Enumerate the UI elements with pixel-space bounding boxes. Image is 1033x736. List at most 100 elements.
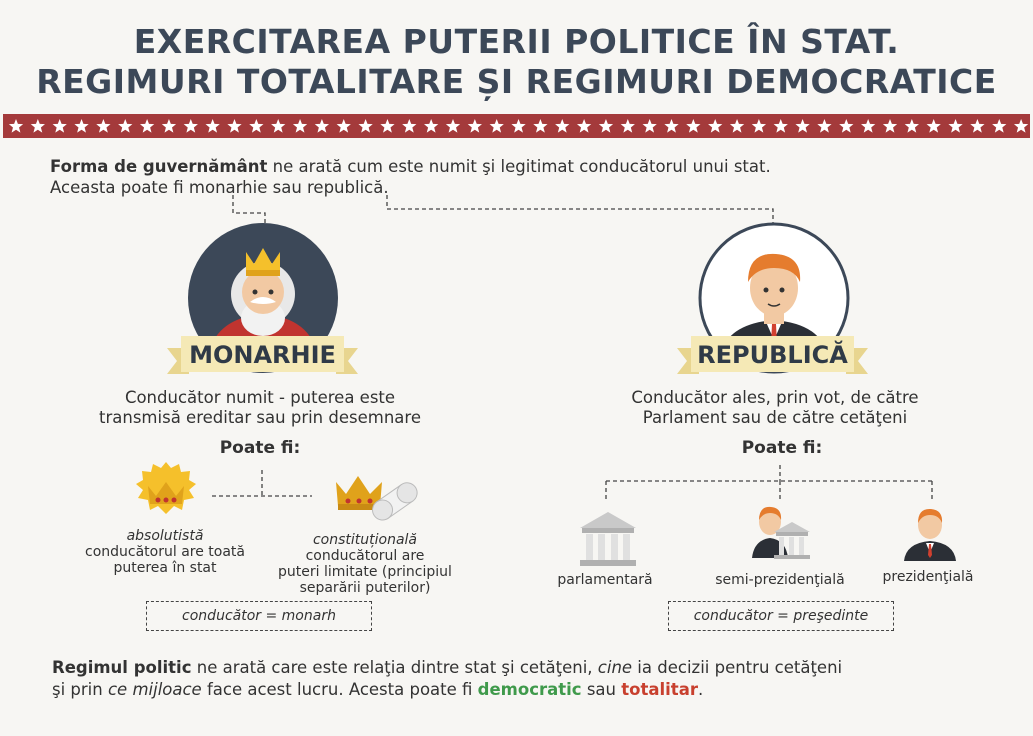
constitutional-line1: conducătorul are: [305, 548, 425, 564]
star-40: [882, 119, 898, 133]
star-37: [817, 119, 832, 133]
intro-term: Forma de guvernământ: [50, 157, 268, 176]
regime-line2-a: şi prin: [52, 680, 108, 699]
star-12: [271, 119, 286, 133]
regime-mijloace: ce mijloace: [107, 680, 202, 699]
monarchy-desc-line1: Conducător numit - puterea este: [124, 388, 396, 407]
republic-poate-fi: Poate fi:: [741, 438, 823, 458]
star-23: [511, 119, 526, 133]
absolutist-crown-icon: [136, 462, 196, 514]
presidential-icon: [904, 508, 956, 561]
star-14: [314, 119, 330, 133]
constitutional-line3: separării puterilor): [299, 580, 431, 596]
star-10: [227, 119, 242, 133]
regime-end: .: [697, 680, 704, 699]
star-6: [139, 119, 155, 133]
absolutist-line2: puterea în stat: [113, 560, 217, 576]
star-band-graphic: [8, 119, 1029, 133]
monarch-ruler-box: conducător = monarh: [146, 601, 372, 631]
star-15: [336, 119, 351, 133]
star-17: [380, 119, 395, 133]
star-16: [358, 119, 373, 133]
star-45: [992, 119, 1007, 133]
monarchy-label: MONARHIE: [189, 341, 336, 369]
president-ruler-box: conducător = preşedinte: [668, 601, 894, 631]
star-7: [161, 119, 177, 133]
star-11: [249, 119, 264, 133]
constitutional-name: constituțională: [312, 532, 418, 548]
democratic-word: democratic: [477, 680, 582, 699]
star-18: [402, 119, 417, 133]
page-title: EXERCITAREA PUTERII POLITICE ÎN STAT. RE…: [0, 22, 1033, 102]
star-4: [96, 119, 111, 133]
star-9: [205, 119, 220, 133]
star-46: [1013, 119, 1029, 133]
star-44: [970, 119, 985, 133]
intro-text: Forma de guvernământ ne arată cum este n…: [50, 156, 771, 198]
regime-term: Regimul politic: [52, 658, 192, 677]
star-39: [861, 119, 876, 133]
regime-cine: cine: [597, 658, 633, 677]
republic-desc-line2: Parlament sau de către cetăţeni: [642, 408, 908, 427]
parliamentary-label: parlamentară: [557, 572, 653, 588]
star-43: [948, 119, 963, 133]
star-1: [30, 119, 45, 133]
absolutist-name: absolutistă: [126, 528, 204, 544]
constitutional-label: constituțională conducătorul are puteri …: [270, 532, 460, 596]
title-line-1: EXERCITAREA PUTERII POLITICE ÎN STAT.: [133, 22, 900, 61]
monarchy-desc-line2: transmisă ereditar sau prin desemnare: [99, 408, 421, 427]
star-20: [445, 119, 461, 133]
regime-line1-a: ne arată care este relaţia dintre stat ş…: [191, 658, 598, 677]
star-22: [489, 119, 504, 133]
star-38: [839, 119, 854, 133]
semi-presidential-label: semi-prezidenţială: [715, 572, 845, 588]
semi-presidential-icon: [752, 506, 810, 559]
star-32: [708, 119, 723, 133]
constitutional-line2: puteri limitate (principiul: [278, 564, 452, 580]
monarchy-ribbon: MONARHIE: [167, 336, 358, 374]
star-42: [926, 119, 941, 133]
star-19: [424, 119, 439, 133]
star-36: [795, 119, 810, 133]
star-0: [8, 119, 24, 133]
regime-line2-b: face acest lucru. Acesta poate fi: [201, 680, 478, 699]
monarchy-poate-fi: Poate fi:: [219, 438, 301, 458]
star-5: [118, 119, 133, 133]
republic-ribbon: REPUBLICĂ: [677, 336, 868, 374]
star-33: [729, 119, 745, 133]
title-line-2: REGIMURI TOTALITARE ȘI REGIMURI DEMOCRAT…: [36, 62, 997, 101]
star-31: [686, 119, 701, 133]
republic-desc-line1: Conducător ales, prin vot, de către: [631, 388, 919, 407]
star-27: [598, 119, 614, 133]
constitutional-crown-icon: [336, 476, 418, 521]
star-band: [3, 114, 1030, 138]
presidential-label: prezidenţială: [882, 569, 974, 585]
star-41: [904, 119, 919, 133]
intro-line1-rest: ne arată cum este numit şi legitimat con…: [267, 157, 771, 176]
star-2: [52, 119, 67, 133]
star-25: [555, 119, 570, 133]
star-8: [183, 119, 198, 133]
star-30: [664, 119, 679, 133]
totalitar-word: totalitar: [621, 680, 698, 699]
star-29: [642, 119, 657, 133]
intro-line2: Aceasta poate fi monarhie sau republică.: [50, 178, 389, 197]
star-21: [467, 119, 482, 133]
absolutist-label: absolutistă conducătorul are toată puter…: [75, 528, 255, 576]
regime-text: Regimul politic ne arată care este relaţ…: [52, 657, 842, 701]
star-34: [751, 119, 767, 133]
regime-sau: sau: [581, 680, 622, 699]
star-24: [533, 119, 548, 133]
parliament-building-icon: [580, 512, 636, 566]
monarch-illustration: [188, 223, 338, 373]
republic-description: Conducător ales, prin vot, de către Parl…: [570, 388, 980, 428]
star-26: [576, 119, 592, 133]
star-35: [773, 119, 788, 133]
star-13: [292, 119, 308, 133]
star-3: [74, 119, 89, 133]
regime-line1-b: ia decizii pentru cetăţeni: [632, 658, 843, 677]
star-28: [620, 119, 635, 133]
absolutist-line1: conducătorul are toată: [85, 544, 245, 560]
republic-label: REPUBLICĂ: [697, 339, 848, 369]
